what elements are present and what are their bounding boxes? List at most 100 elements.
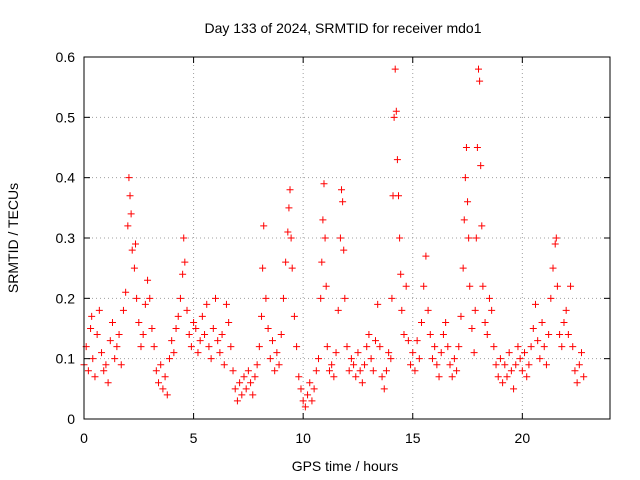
data-point: [492, 361, 500, 369]
data-point: [299, 397, 307, 405]
data-point: [139, 331, 147, 339]
data-point: [174, 312, 182, 320]
data-point: [264, 325, 272, 332]
data-point: [322, 282, 330, 290]
data-point: [108, 318, 116, 326]
data-point: [218, 331, 226, 339]
data-point: [251, 373, 259, 381]
data-point: [259, 264, 267, 272]
data-point: [466, 282, 474, 290]
data-points: [80, 65, 588, 411]
data-point: [338, 186, 346, 194]
data-point: [330, 373, 338, 381]
data-point: [437, 349, 445, 357]
x-tick-label: 5: [190, 430, 198, 446]
data-point: [388, 294, 396, 302]
y-axis-label: SRMTID / TECUs: [5, 183, 21, 293]
data-point: [476, 77, 484, 85]
data-point: [266, 355, 274, 363]
data-point: [367, 355, 375, 363]
data-point: [325, 367, 333, 375]
data-point: [124, 222, 132, 230]
data-point: [529, 325, 537, 332]
data-point: [453, 367, 461, 375]
data-point: [93, 331, 101, 339]
x-axis-label: GPS time / hours: [292, 458, 399, 474]
data-point: [286, 186, 294, 194]
data-point: [435, 373, 443, 381]
data-point: [320, 180, 328, 188]
data-point: [106, 337, 114, 345]
data-point: [540, 343, 548, 351]
data-point: [378, 373, 386, 381]
data-point: [98, 349, 106, 357]
data-point: [190, 318, 198, 326]
data-point: [146, 294, 154, 302]
data-point: [201, 331, 209, 339]
data-point: [560, 318, 568, 326]
data-point: [460, 216, 468, 224]
data-point: [512, 361, 520, 369]
data-point: [464, 198, 472, 206]
data-point: [527, 343, 535, 351]
data-point: [547, 294, 555, 302]
data-point: [483, 331, 491, 339]
data-point: [170, 349, 178, 357]
data-point: [382, 367, 390, 375]
data-point: [448, 373, 456, 381]
data-point: [365, 331, 373, 339]
data-point: [439, 331, 447, 339]
data-point: [516, 355, 524, 363]
data-point: [573, 379, 581, 387]
data-point: [323, 343, 331, 351]
data-point: [100, 367, 108, 375]
data-point: [301, 403, 309, 411]
data-point: [450, 355, 458, 363]
data-point: [442, 318, 450, 326]
data-point: [332, 349, 340, 357]
data-point: [319, 216, 327, 224]
data-point: [431, 343, 439, 351]
data-point: [130, 264, 138, 272]
y-tick-label: 0: [67, 411, 75, 427]
data-point: [220, 361, 228, 369]
data-point: [233, 397, 241, 405]
data-point: [499, 379, 507, 387]
data-point: [459, 264, 467, 272]
y-tick-label: 0.2: [56, 290, 76, 306]
data-point: [117, 361, 125, 369]
data-point: [575, 361, 583, 369]
data-point: [304, 391, 312, 399]
data-point: [514, 343, 522, 351]
data-point: [551, 240, 559, 248]
data-point: [392, 107, 400, 115]
data-point: [472, 234, 480, 242]
data-point: [350, 361, 358, 369]
data-point: [209, 325, 217, 332]
data-point: [89, 355, 97, 363]
data-point: [503, 373, 511, 381]
data-point: [571, 367, 579, 375]
data-point: [249, 391, 257, 399]
data-point: [343, 343, 351, 351]
data-point: [488, 306, 496, 314]
data-point: [183, 306, 191, 314]
data-point: [510, 385, 518, 393]
data-point: [290, 312, 298, 320]
data-point: [433, 361, 441, 369]
data-point: [285, 204, 293, 212]
data-point: [185, 331, 193, 339]
data-point: [564, 331, 572, 339]
data-point: [415, 355, 423, 363]
data-point: [494, 373, 502, 381]
data-point: [341, 294, 349, 302]
data-point: [558, 343, 566, 351]
data-point: [485, 294, 493, 302]
data-point: [462, 144, 470, 151]
data-point: [369, 367, 377, 375]
data-point: [536, 355, 544, 363]
data-point: [567, 282, 575, 290]
data-point: [279, 294, 287, 302]
data-point: [176, 294, 184, 302]
data-point: [397, 270, 405, 278]
